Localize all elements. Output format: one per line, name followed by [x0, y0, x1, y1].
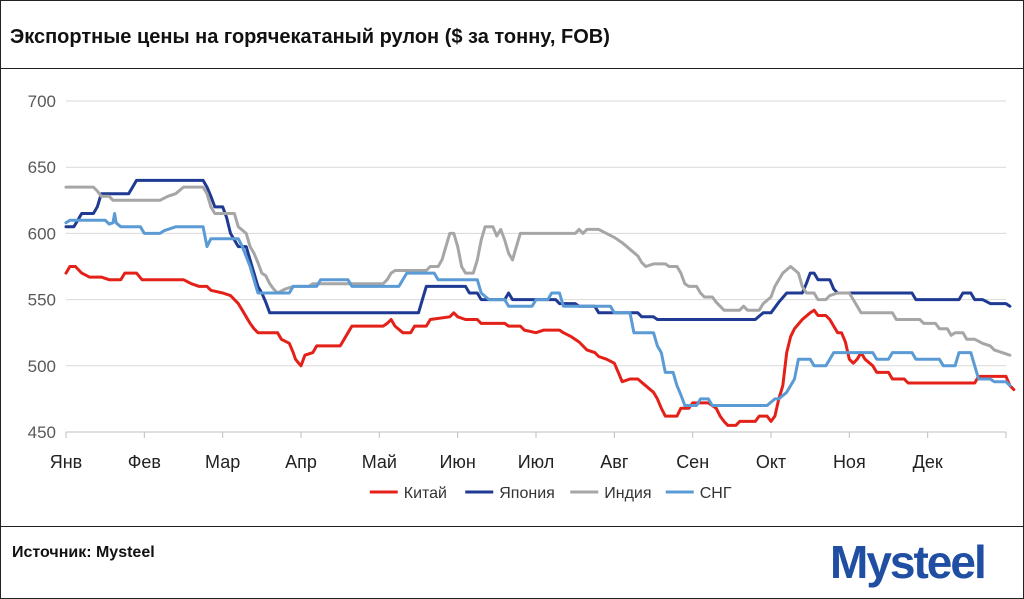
legend-label: СНГ [700, 485, 732, 502]
x-tick-label: Дек [913, 452, 943, 472]
line-chart: 450 500 550 600 650 700 Янв Фев Мар Апр Май Июн Июл А… [28, 92, 1016, 502]
x-tick-label: Ноя [833, 452, 866, 472]
series-line-0 [64, 265, 1016, 427]
legend-label: Япония [499, 485, 555, 502]
legend: Китай Япония Индия СНГ [369, 485, 732, 502]
footer-divider [0, 526, 1024, 527]
x-tick-label: Окт [756, 452, 786, 472]
series-line-1 [64, 178, 1012, 321]
x-tick-label: Авг [600, 452, 629, 472]
series-lines [64, 178, 1016, 427]
series-line-3 [64, 212, 1012, 407]
x-tick-label: Янв [50, 452, 83, 472]
y-tick-label: 450 [28, 423, 56, 442]
series-line-2 [64, 185, 1012, 357]
y-tick-label: 600 [28, 224, 56, 243]
x-tick-label: Фев [128, 452, 161, 472]
mysteel-logo: Mysteel [830, 536, 987, 588]
legend-label: Индия [604, 485, 651, 502]
y-tick-label: 500 [28, 357, 56, 376]
axes: 450 500 550 600 650 700 Янв Фев Мар Апр Май Июн Июл А… [28, 92, 1007, 472]
y-tick-label: 550 [28, 291, 56, 310]
title-divider [0, 68, 1024, 69]
x-tick-label: Июн [439, 452, 475, 472]
y-tick-label: 650 [28, 158, 56, 177]
x-tick-label: Сен [676, 452, 709, 472]
x-tick-label: Апр [285, 452, 317, 472]
x-tick-label: Май [362, 452, 397, 472]
legend-label: Китай [404, 485, 447, 502]
y-tick-label: 700 [28, 92, 56, 111]
chart-title: Экспортные цены на горячекатаный рулон (… [10, 26, 610, 48]
source-note: Источник: Mysteel [12, 544, 155, 561]
logo-wordmark: Mysteel [830, 536, 985, 588]
x-tick-label: Июл [518, 452, 555, 472]
x-tick-label: Мар [205, 452, 240, 472]
